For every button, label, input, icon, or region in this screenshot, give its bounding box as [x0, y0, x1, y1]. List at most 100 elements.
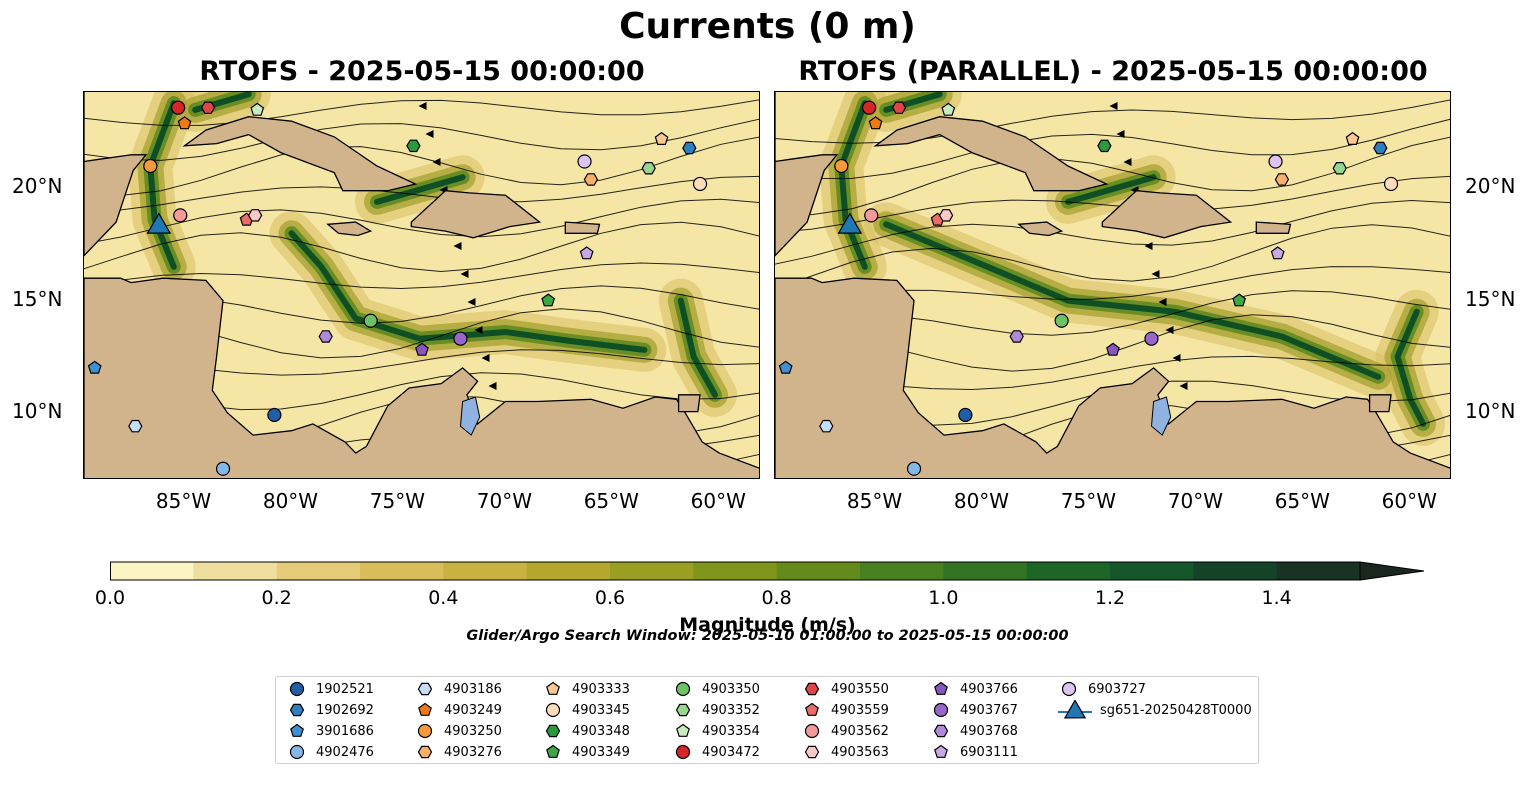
float-marker-4903249	[177, 116, 192, 130]
colorbar-tick-label: 1.4	[1261, 587, 1292, 609]
float-marker-4903249	[868, 116, 883, 130]
legend-label: 4903249	[444, 702, 502, 718]
float-marker-6903727	[1268, 154, 1283, 169]
colorbar-label: Magnitude (m/s)	[679, 614, 856, 636]
hexagon-marker-icon	[675, 703, 691, 717]
legend-label: 6903111	[960, 744, 1018, 760]
float-marker-4903352	[641, 161, 656, 175]
colorbar-segment	[776, 562, 861, 580]
float-marker-4903472	[862, 100, 877, 115]
pentagon-marker-icon	[805, 702, 819, 716]
legend-item: 4903559	[801, 700, 889, 720]
map-canvas	[775, 92, 1450, 478]
legend-label: 4903333	[572, 681, 630, 697]
colorbar-segment	[526, 562, 611, 580]
land-mass	[1368, 394, 1392, 413]
legend-label: 4903186	[444, 681, 502, 697]
colorbar-segment	[443, 562, 528, 580]
colorbar-segment	[610, 562, 694, 580]
float-marker-4903354	[250, 102, 265, 116]
float-marker-4903768	[318, 330, 333, 343]
x-tick-label: 85°W	[155, 489, 212, 513]
legend-label: 1902692	[316, 702, 374, 718]
x-tick-label: 65°W	[583, 489, 639, 513]
legend-item: 4903767	[930, 700, 1018, 720]
pentagon-marker-icon	[934, 744, 948, 758]
legend-item: 4903345	[542, 700, 630, 720]
float-marker-3901686	[778, 360, 793, 374]
float-marker-4903562	[173, 208, 188, 223]
legend-label: 4903276	[444, 744, 502, 760]
float-marker-6903111	[579, 246, 594, 260]
legend-label: 1902521	[316, 681, 374, 697]
legend-item: 4903766	[930, 679, 1018, 699]
legend-label: 4903559	[831, 702, 889, 718]
float-marker-4903345	[692, 176, 708, 192]
colorbar-segment	[860, 562, 944, 580]
figure-title: Currents (0 m)	[619, 6, 916, 47]
circle-marker-icon	[933, 702, 949, 718]
x-tick-label: 60°W	[1381, 489, 1437, 513]
legend-item: 4903563	[801, 742, 889, 762]
legend-label: 4903350	[702, 681, 760, 697]
hexagon-marker-icon	[804, 745, 820, 759]
legend-label: 4903550	[831, 681, 889, 697]
legend-label: 4903562	[831, 723, 889, 739]
float-marker-4903354	[941, 102, 956, 116]
pentagon-marker-icon	[676, 723, 690, 737]
x-tick-label: 75°W	[1060, 489, 1117, 513]
float-marker-4902476	[906, 461, 922, 476]
land-mass	[775, 277, 1450, 478]
colorbar-segment	[276, 562, 361, 580]
float-marker-4903186	[128, 419, 143, 433]
legend-item: sg651-20250428T0000	[1058, 700, 1252, 720]
float-marker-4903348	[406, 139, 421, 153]
hexagon-marker-icon	[289, 703, 305, 717]
map-panel-rtofs-parallel	[774, 91, 1451, 479]
colorbar-tick-label: 0.0	[94, 587, 126, 609]
land-mass	[677, 394, 701, 413]
land-mass	[1101, 190, 1233, 239]
float-marker-4903250	[143, 158, 158, 174]
float-marker-4902476	[215, 461, 231, 476]
search-window-text: Glider/Argo Search Window: 2025-05-10 01…	[466, 628, 1069, 644]
land-mass	[1017, 221, 1064, 237]
legend-item: 4903550	[801, 679, 889, 699]
legend-item: 4903276	[414, 742, 502, 762]
pentagon-marker-icon	[290, 723, 304, 737]
float-marker-4903768	[1009, 330, 1024, 343]
land-mass	[84, 277, 759, 478]
float-marker-6903727	[577, 154, 592, 169]
hexagon-marker-icon	[545, 724, 561, 738]
land-mass	[326, 221, 373, 237]
colorbar-segment	[693, 562, 778, 580]
float-marker-4903767	[1144, 331, 1159, 346]
colorbar-segment	[1026, 562, 1111, 580]
legend-item: 4903249	[414, 700, 502, 720]
x-tick-label: 75°W	[369, 489, 426, 513]
legend-item: 4903350	[672, 679, 760, 699]
float-marker-1902521	[267, 407, 282, 423]
legend-label: 4903349	[572, 744, 630, 760]
y-tick-label-right: 15°N	[1465, 286, 1516, 311]
circle-marker-icon	[545, 702, 561, 718]
legend-item: 4903354	[672, 721, 760, 741]
circle-marker-icon	[804, 723, 820, 739]
y-tick-label-right: 20°N	[1465, 174, 1516, 199]
pentagon-marker-icon	[546, 744, 560, 758]
legend-label: 3901686	[316, 723, 374, 739]
float-marker-1902521	[958, 407, 973, 423]
legend-item: 4903186	[414, 679, 502, 699]
colorbar-tick-label: 0.8	[761, 587, 792, 609]
legend-item: 4903562	[801, 721, 889, 741]
colorbar-segment	[193, 562, 278, 580]
land-mass	[84, 92, 148, 257]
colorbar-tick-label: 1.0	[928, 587, 959, 609]
land-mass	[1255, 221, 1292, 234]
float-marker-4903766	[1106, 342, 1120, 356]
float-marker-4903186	[819, 419, 834, 433]
land-mass	[410, 190, 542, 239]
x-tick-label: 80°W	[262, 489, 319, 513]
float-marker-4903348	[1097, 139, 1112, 153]
y-tick-label-left: 15°N	[12, 286, 63, 311]
